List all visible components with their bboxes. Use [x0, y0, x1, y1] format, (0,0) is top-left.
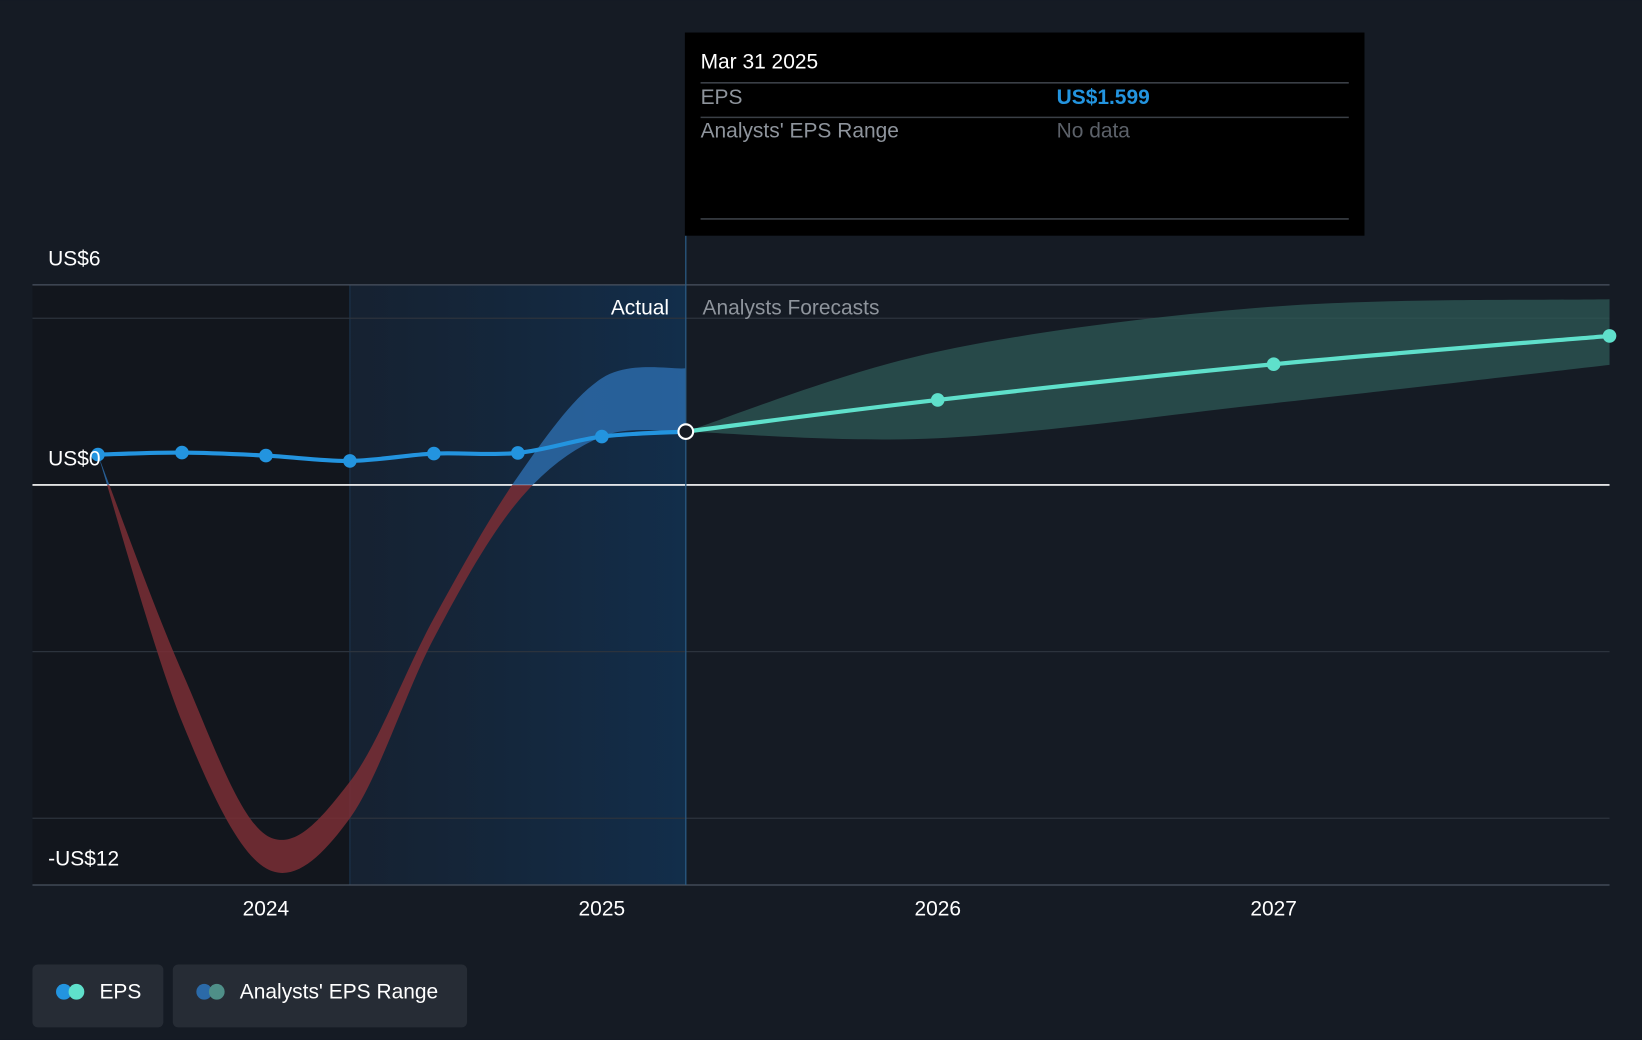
legend-label: EPS [99, 980, 141, 1003]
tooltip-row-label: Analysts' EPS Range [701, 120, 899, 143]
legend-label: Analysts' EPS Range [240, 980, 438, 1003]
eps-point [175, 445, 189, 460]
x-tick-label: 2025 [579, 898, 626, 921]
eps-point [343, 454, 357, 468]
eps-line [97, 429, 686, 464]
y-tick-label: -US$12 [48, 847, 119, 870]
x-tick-label: 2026 [914, 898, 961, 921]
eps-point [427, 446, 441, 461]
eps-point [595, 429, 609, 444]
legend-box [172, 964, 468, 1028]
legend-swatch [196, 983, 213, 1000]
tooltip: Mar 31 2025 EPS US$1.599 Analysts' EPS Rang… [684, 32, 1365, 236]
legend-item: EPS [32, 964, 164, 1028]
actual-label: Actual [611, 297, 669, 320]
x-tick-label: 2024 [243, 898, 290, 921]
eps-range-band-negative [107, 484, 533, 873]
eps-point [677, 423, 695, 440]
tooltip-row-value: US$1.599 [1057, 86, 1150, 109]
y-tick-label: US$0 [48, 447, 100, 470]
eps-line [685, 333, 1610, 434]
legend-swatch [208, 983, 225, 1000]
eps-point [1266, 357, 1281, 372]
tooltip-row-value: No data [1057, 120, 1131, 143]
eps-point [930, 393, 945, 407]
tooltip-box [684, 32, 1365, 236]
past-region [32, 284, 350, 885]
eps-point [259, 448, 273, 463]
y-tick-label: US$6 [48, 247, 100, 270]
eps-point [91, 447, 105, 462]
forecast-label: Analysts Forecasts [703, 297, 880, 320]
legend-swatch [68, 983, 85, 1000]
eps-point [1602, 329, 1617, 343]
eps-point [511, 446, 525, 460]
legend-box [32, 964, 164, 1028]
x-tick-label: 2027 [1250, 898, 1297, 921]
eps-range-band [97, 367, 686, 485]
tooltip-date: Mar 31 2025 [701, 50, 819, 73]
legend-item: Analysts' EPS Range [172, 964, 468, 1028]
legend-swatch [56, 983, 72, 1000]
tooltip-row-label: EPS [701, 86, 743, 109]
